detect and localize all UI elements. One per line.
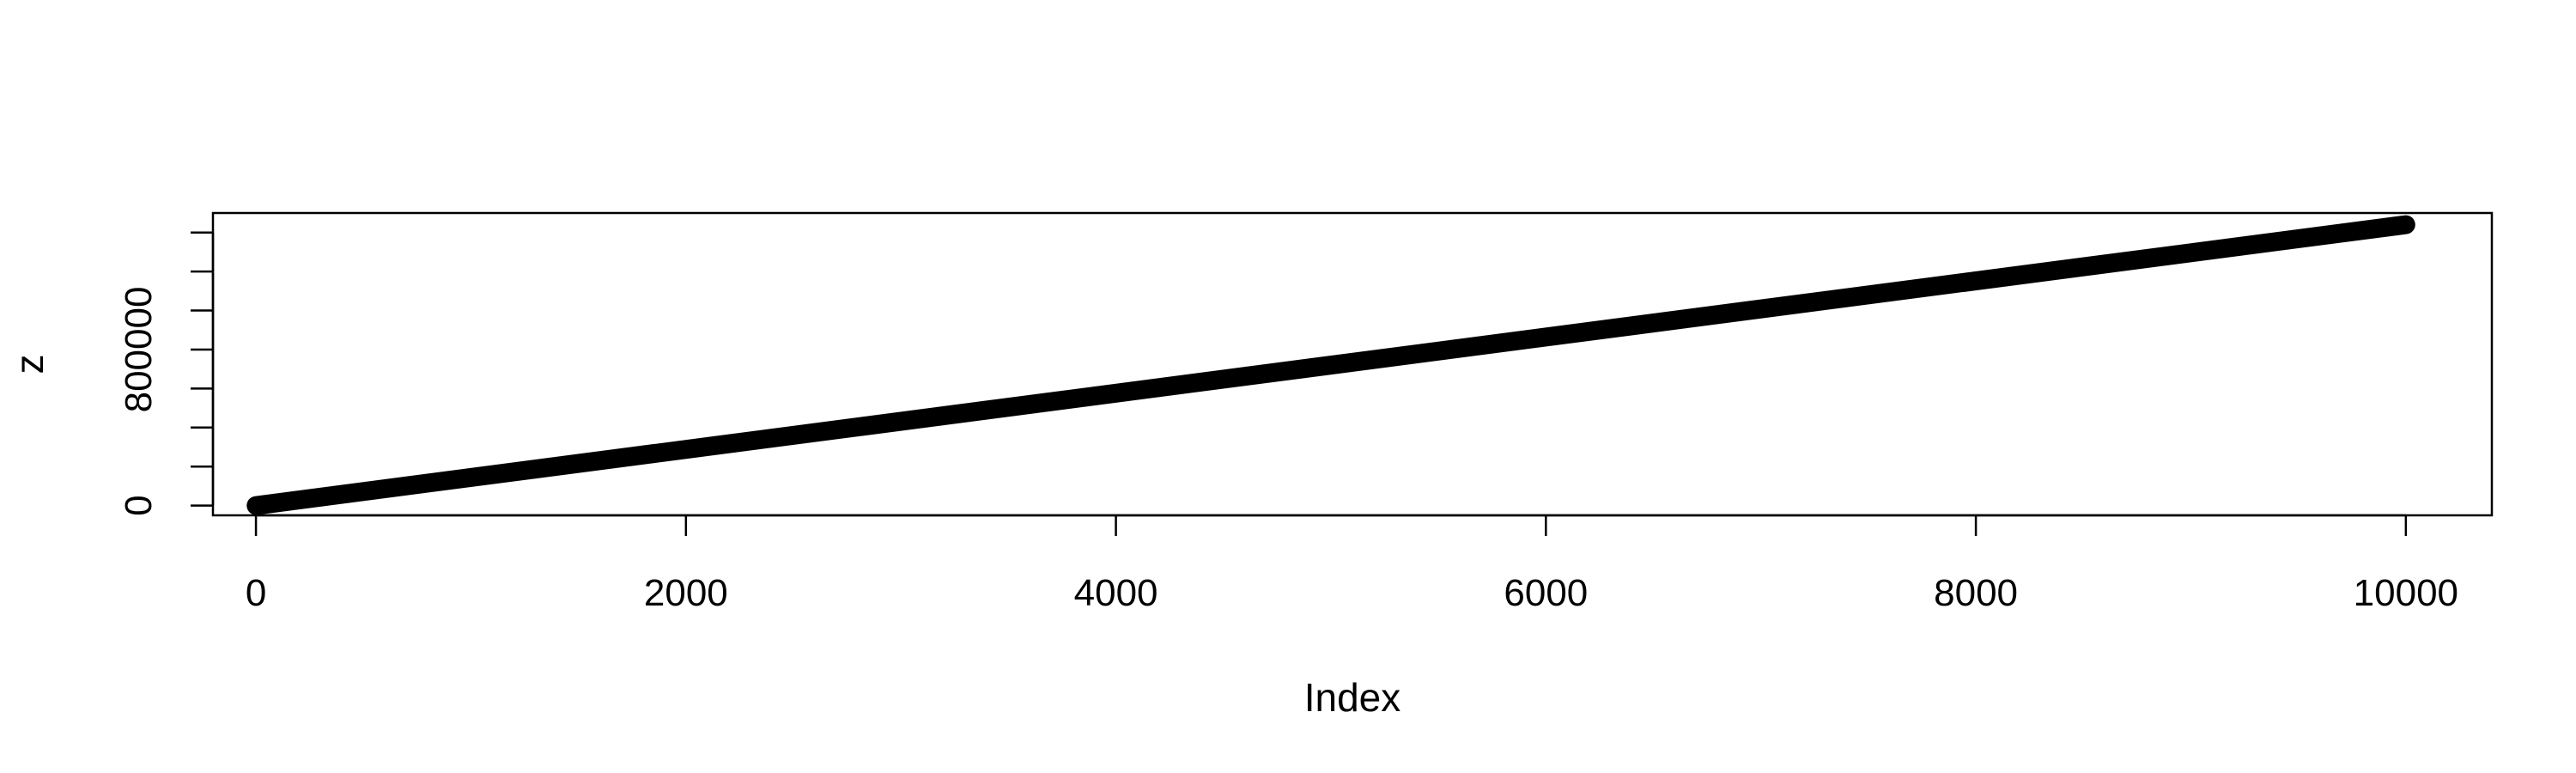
x-tick-label: 6000 (1504, 572, 1588, 614)
x-tick-label: 8000 (1934, 572, 2018, 614)
x-tick-label: 0 (246, 572, 266, 614)
x-tick-label: 4000 (1074, 572, 1158, 614)
plot-area (246, 215, 2415, 515)
series-line (246, 215, 2415, 515)
y-tick-label: 800000 (118, 287, 160, 413)
x-tick-label: 2000 (644, 572, 728, 614)
y-axis-title: z (7, 355, 52, 374)
y-tick-label: 0 (118, 495, 160, 515)
x-axis: 0 2000 4000 6000 8000 10000 (246, 514, 2458, 614)
x-tick-label: 10000 (2354, 572, 2458, 614)
x-axis-title: Index (1304, 675, 1401, 720)
y-axis: 0 800000 (118, 231, 215, 516)
